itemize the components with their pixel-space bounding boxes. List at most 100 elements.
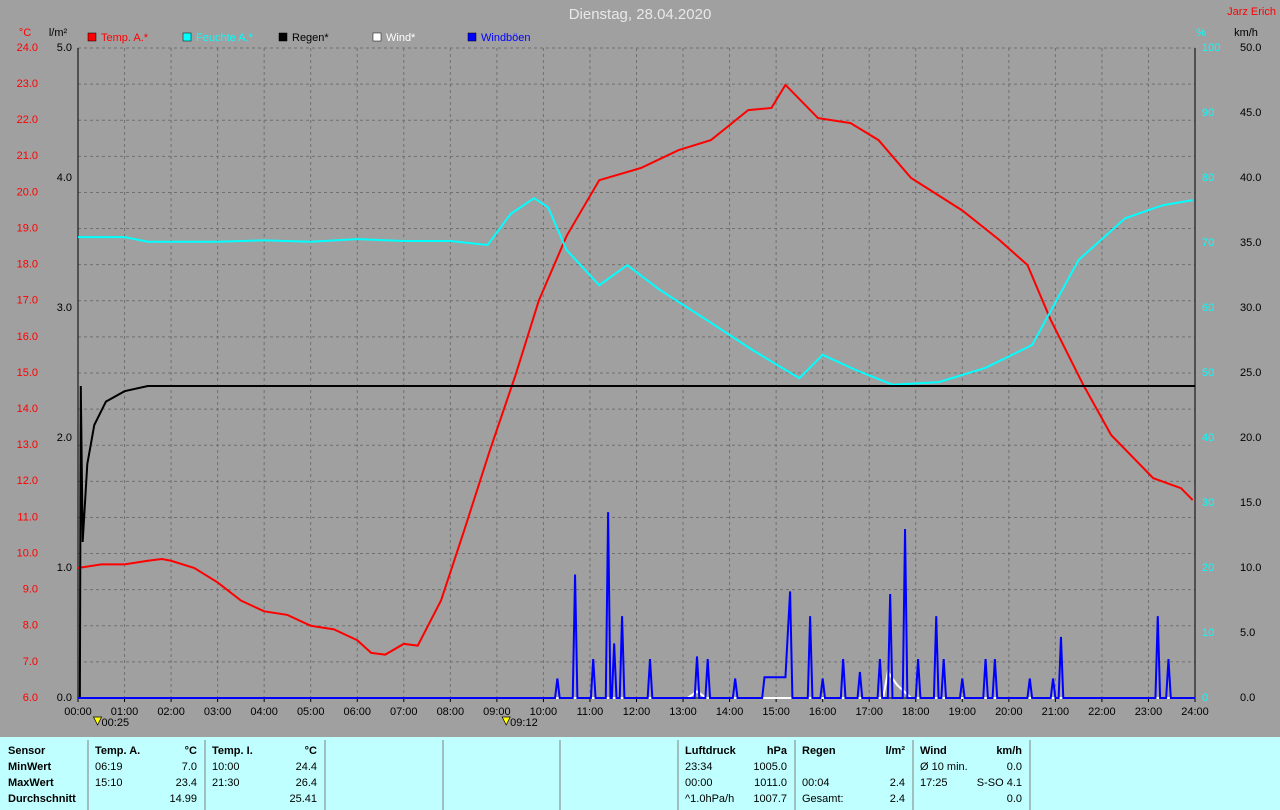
legend-label: Windböen	[481, 32, 531, 44]
table-cell: 26.4	[296, 777, 317, 789]
y3-tick-label: 1.0	[57, 562, 72, 574]
y4-axis-unit: km/h	[1234, 27, 1258, 39]
y-tick-label: 15.0	[17, 367, 38, 379]
y3-axis-unit: l/m²	[49, 27, 68, 39]
y-tick-label: 19.0	[17, 222, 38, 234]
y4-tick-label: 15.0	[1240, 497, 1261, 509]
table-cell: 0.0	[1007, 793, 1022, 805]
x-tick-label: 11:00	[577, 706, 604, 718]
x-tick-label: 21:00	[1042, 706, 1070, 718]
table-cell: 24.4	[296, 761, 317, 773]
table-header: Temp. A.	[95, 745, 140, 757]
x-tick-label: 15:00	[762, 706, 790, 718]
table-row-label: Durchschnitt	[8, 793, 76, 805]
y-tick-label: 9.0	[23, 584, 38, 596]
x-tick-label: 10:00	[530, 706, 558, 718]
table-cell: 7.0	[182, 761, 197, 773]
y3-tick-label: 4.0	[57, 172, 72, 184]
y-tick-label: 21.0	[17, 150, 38, 162]
y2-tick-label: 30	[1202, 497, 1214, 509]
y2-tick-label: 40	[1202, 432, 1214, 444]
data-line	[78, 385, 1195, 699]
marker-label: 00:25	[102, 717, 130, 729]
y2-tick-label: 20	[1202, 562, 1214, 574]
data-line	[78, 196, 1193, 386]
table-cell: 14.99	[169, 793, 197, 805]
legend-label: Temp. A.*	[101, 32, 149, 44]
data-line	[78, 512, 1195, 699]
y4-tick-label: 0.0	[1240, 692, 1255, 704]
y4-tick-label: 30.0	[1240, 302, 1261, 314]
y-tick-label: 6.0	[23, 692, 38, 704]
y-tick-label: 20.0	[17, 186, 38, 198]
legend-swatch	[372, 32, 382, 42]
y-tick-label: 11.0	[17, 511, 38, 523]
x-tick-label: 02:00	[157, 706, 185, 718]
table-unit: l/m²	[885, 745, 905, 757]
table-cell: 00:04	[802, 777, 830, 789]
legend-swatch	[182, 32, 192, 42]
table-cell: 2.4	[890, 793, 905, 805]
y3-tick-label: 3.0	[57, 302, 72, 314]
x-tick-label: 00:00	[64, 706, 92, 718]
table-header: Wind	[920, 745, 947, 757]
table-cell: 17:25	[920, 777, 948, 789]
x-tick-label: 01:00	[111, 706, 139, 718]
table-cell: ^1.0hPa/h	[685, 793, 734, 805]
y-tick-label: 17.0	[17, 295, 38, 307]
x-tick-label: 09:00	[483, 706, 511, 718]
y4-tick-label: 25.0	[1240, 367, 1261, 379]
y4-tick-label: 35.0	[1240, 237, 1261, 249]
table-header: Regen	[802, 745, 836, 757]
table-unit: °C	[305, 745, 317, 757]
table-cell: 1007.7	[753, 793, 787, 805]
y-tick-label: 8.0	[23, 620, 38, 632]
table-header: Temp. I.	[212, 745, 253, 757]
table-cell: 2.4	[890, 777, 905, 789]
y3-tick-label: 5.0	[57, 42, 72, 54]
y2-tick-label: 50	[1202, 367, 1214, 379]
y-tick-label: 22.0	[17, 114, 38, 126]
x-tick-label: 03:00	[204, 706, 232, 718]
y-tick-label: 12.0	[17, 475, 38, 487]
y4-tick-label: 10.0	[1240, 562, 1261, 574]
legend-label: Wind*	[386, 32, 416, 44]
y4-tick-label: 40.0	[1240, 172, 1261, 184]
x-tick-label: 19:00	[949, 706, 977, 718]
y-tick-label: 16.0	[17, 331, 38, 343]
x-tick-label: 17:00	[855, 706, 883, 718]
table-row-label: MaxWert	[8, 777, 54, 789]
data-line	[77, 83, 1194, 656]
y-axis-unit: °C	[19, 27, 31, 39]
x-tick-label: 08:00	[437, 706, 465, 718]
table-cell: 15:10	[95, 777, 123, 789]
table-cell: 06:19	[95, 761, 123, 773]
y2-tick-label: 10	[1202, 627, 1214, 639]
table-header: Sensor	[8, 745, 46, 757]
legend-label: Regen*	[292, 32, 329, 44]
y3-tick-label: 0.0	[57, 692, 72, 704]
table-cell: 1011.0	[754, 777, 787, 789]
y2-tick-label: 100	[1202, 42, 1220, 54]
table-cell: 23:34	[685, 761, 713, 773]
marker-icon	[92, 716, 103, 726]
table-cell: 10:00	[212, 761, 240, 773]
x-tick-label: 23:00	[1135, 706, 1163, 718]
table-row-label: MinWert	[8, 761, 52, 773]
marker-label: 09:12	[510, 717, 538, 729]
x-tick-label: 13:00	[669, 706, 697, 718]
y2-tick-label: 60	[1202, 302, 1214, 314]
table-background	[0, 737, 1280, 810]
table-cell: Ø 10 min.	[920, 761, 968, 773]
table-cell: Gesamt:	[802, 793, 844, 805]
x-tick-label: 16:00	[809, 706, 837, 718]
y2-axis-unit: %	[1196, 27, 1206, 39]
x-tick-label: 12:00	[623, 706, 651, 718]
legend-swatch	[87, 32, 97, 42]
y2-tick-label: 90	[1202, 107, 1214, 119]
y-tick-label: 18.0	[17, 259, 38, 271]
x-tick-label: 18:00	[902, 706, 930, 718]
x-tick-label: 22:00	[1088, 706, 1116, 718]
